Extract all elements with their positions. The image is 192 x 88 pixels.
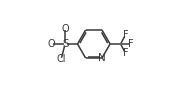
Text: F: F [128, 39, 134, 49]
Text: F: F [123, 48, 128, 58]
Text: O: O [48, 39, 55, 49]
Text: S: S [62, 39, 69, 49]
Text: F: F [123, 30, 128, 40]
Text: Cl: Cl [56, 54, 66, 64]
Text: N: N [98, 53, 106, 63]
Text: O: O [61, 24, 69, 34]
